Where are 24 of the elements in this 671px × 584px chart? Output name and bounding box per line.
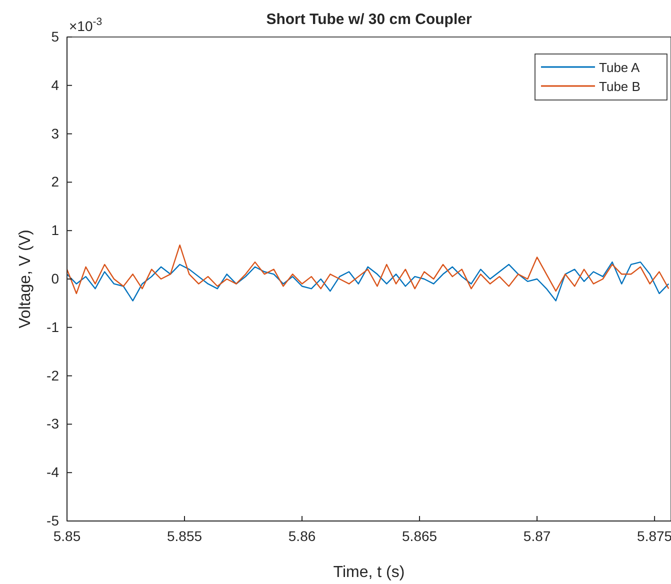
x-tick-label: 5.865 xyxy=(402,528,438,544)
line-series xyxy=(66,244,670,294)
y-tick-label: -3 xyxy=(46,416,60,432)
line-series xyxy=(66,261,670,302)
text: ×10$^{-3}$ xyxy=(69,16,102,34)
x-tick-label: 5.85 xyxy=(53,528,81,544)
y-tick-label: -2 xyxy=(46,367,60,384)
y-tick-label: 1 xyxy=(51,222,60,238)
y-tick-label: 3 xyxy=(51,125,60,142)
y-tick-label: -4 xyxy=(46,464,60,480)
y-tick-label: 2 xyxy=(51,174,60,190)
y-tick-label: 4 xyxy=(51,76,60,93)
x-tick-label: 5.87 xyxy=(523,528,551,544)
y-tick-label: -1 xyxy=(46,318,60,335)
legend-label: Tube A xyxy=(599,60,640,75)
chart-title: Short Tube w/ 30 cm Coupler xyxy=(266,11,472,28)
y-tick-label: -5 xyxy=(46,512,60,528)
y-tick-label: 0 xyxy=(51,270,60,286)
x-axis-title: Time, t (s) xyxy=(333,564,405,581)
y-tick-label: 5 xyxy=(51,28,60,44)
y-axis-title: Voltage, V (V) xyxy=(17,230,34,328)
x-tick-label: 5.855 xyxy=(166,528,202,544)
legend-label: Tube B xyxy=(599,79,640,94)
x-tick-label: 5.86 xyxy=(288,528,316,544)
